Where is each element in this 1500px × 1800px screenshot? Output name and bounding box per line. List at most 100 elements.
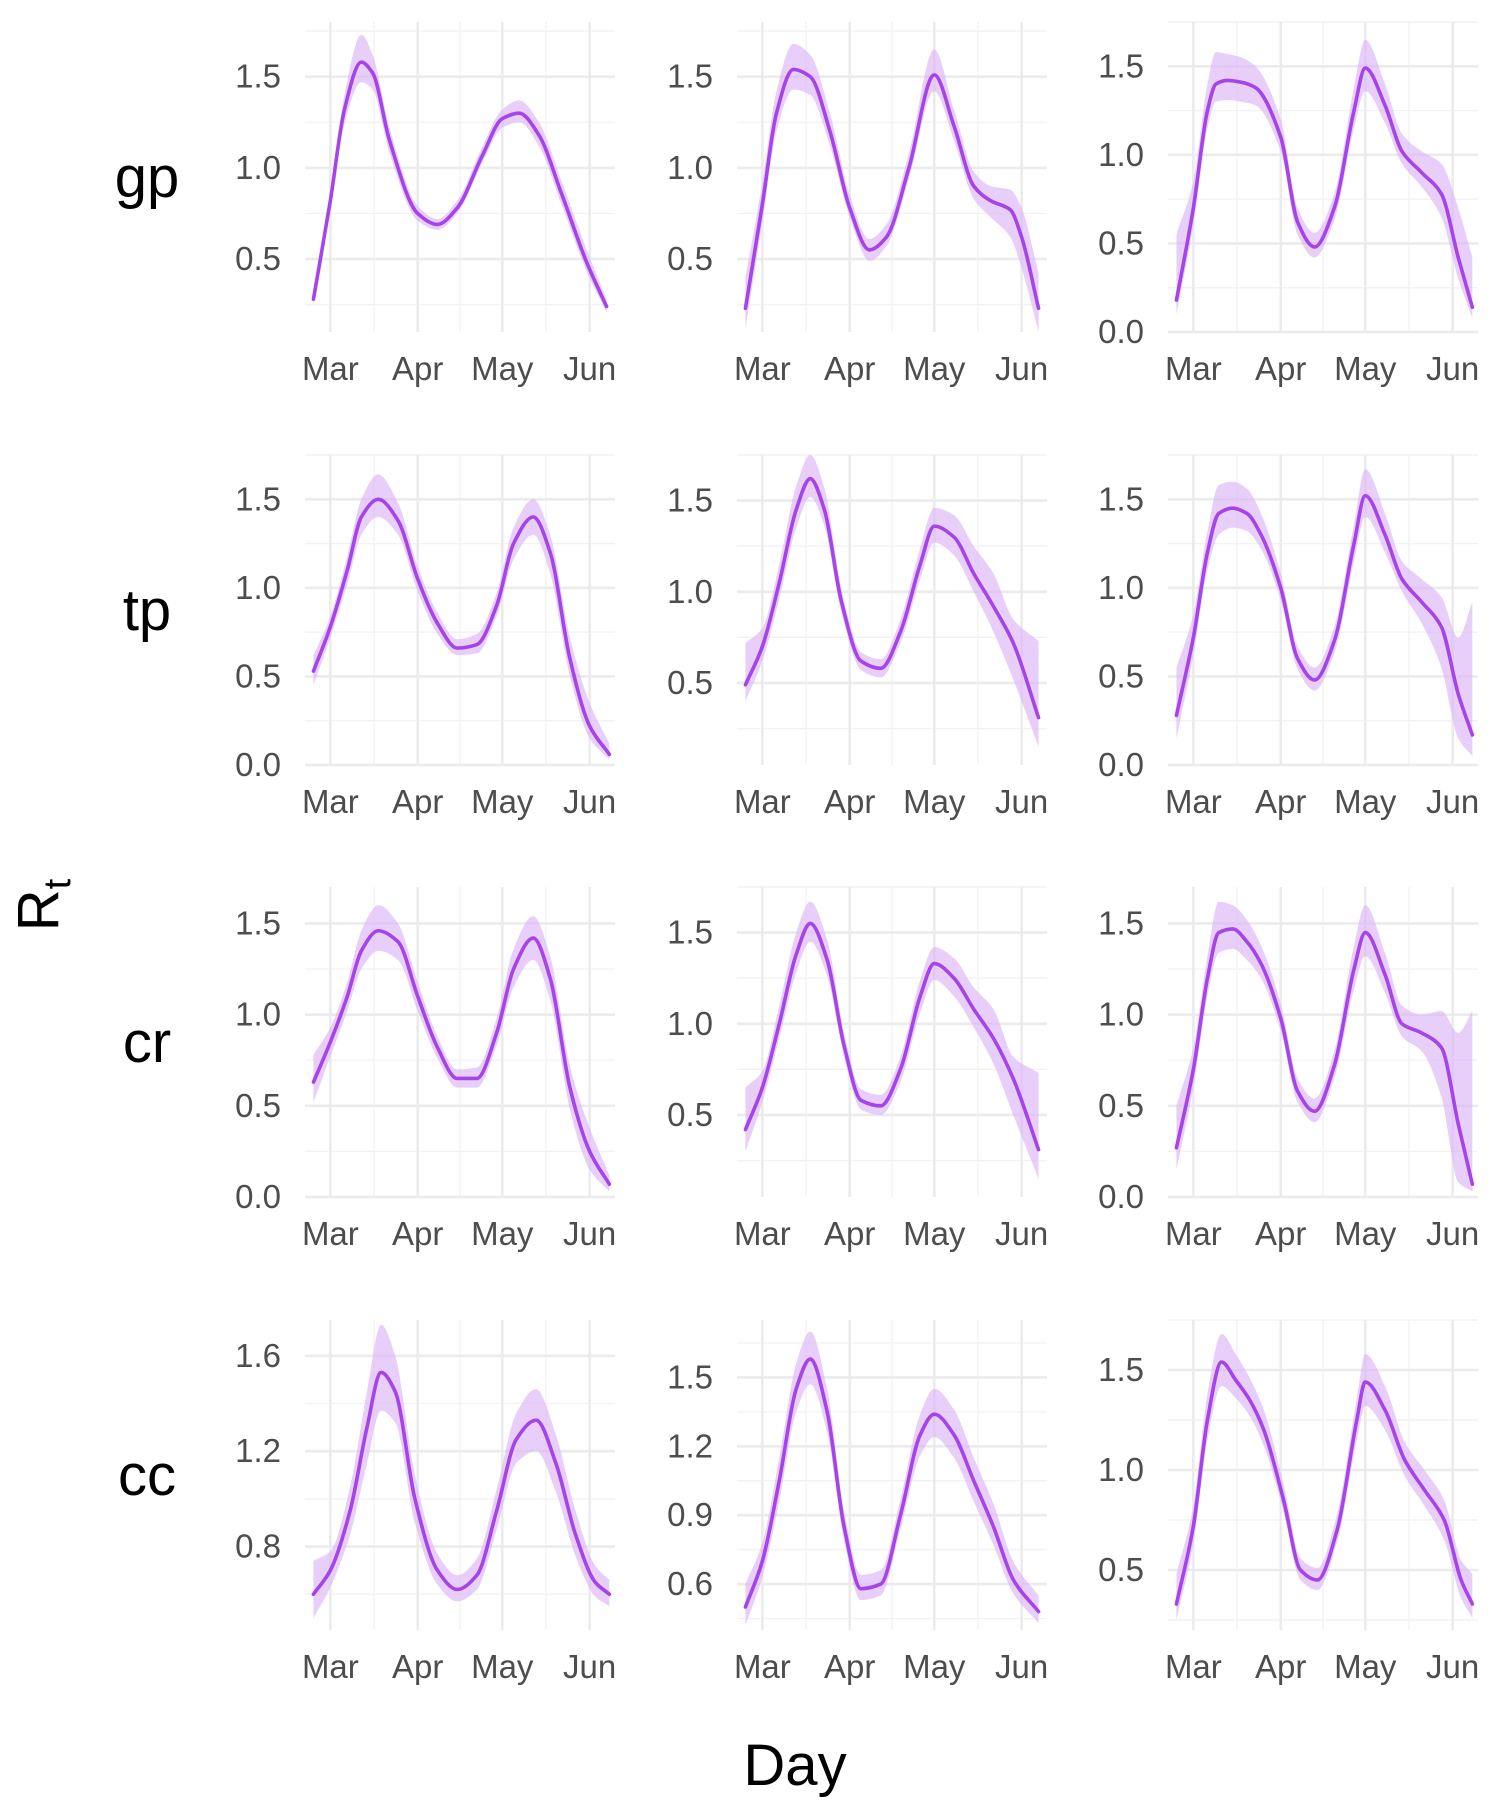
y-tick-label: 1.2 xyxy=(235,1432,281,1469)
credible-band xyxy=(313,474,610,760)
y-tick-label: 1.5 xyxy=(1098,47,1144,84)
y-tick-label: 1.0 xyxy=(1098,996,1144,1033)
y-tick-label: 1.0 xyxy=(1098,569,1144,606)
panel-gp-3: 0.0 0.5 1.0 1.5 Mar Apr May Jun xyxy=(1098,21,1479,387)
panel-cc-2: 0.6 0.9 1.2 1.5 Mar Apr May Jun xyxy=(667,1320,1048,1685)
y-tick-label: 1.5 xyxy=(235,904,281,941)
y-tick-label: 1.5 xyxy=(1098,480,1144,517)
y-tick-label: 0.5 xyxy=(1098,657,1144,694)
panel-tp-1: 0.0 0.5 1.0 1.5 Mar Apr May Jun xyxy=(235,454,616,820)
x-tick-label: Mar xyxy=(1165,783,1222,820)
x-tick-label: May xyxy=(903,350,966,387)
rt-series-line xyxy=(311,1370,612,1597)
x-tick-label: Jun xyxy=(995,1215,1048,1252)
x-tick-label: Apr xyxy=(1255,783,1306,820)
panel-cc-3: 0.5 1.0 1.5 Mar Apr May Jun xyxy=(1098,1319,1479,1685)
y-tick-label: 1.5 xyxy=(1098,904,1144,941)
y-tick-label: 0.5 xyxy=(667,240,713,277)
x-tick-label: Jun xyxy=(995,1648,1048,1685)
x-tick-label: Apr xyxy=(1255,350,1306,387)
x-tick-label: Jun xyxy=(995,783,1048,820)
y-tick-label: 1.0 xyxy=(1098,136,1144,173)
x-tick-label: Apr xyxy=(1255,1648,1306,1685)
panel-cr-1: 0.0 0.5 1.0 1.5 Mar Apr May Jun xyxy=(235,887,616,1252)
y-tick-label: 0.5 xyxy=(235,657,281,694)
x-tick-label: May xyxy=(471,1215,534,1252)
y-tick-label: 0.5 xyxy=(235,240,281,277)
rt-series-line xyxy=(743,921,1041,1152)
x-tick-label: Apr xyxy=(824,783,875,820)
x-tick-label: Apr xyxy=(824,1648,875,1685)
panel-gp-1: 0.5 1.0 1.5 Mar Apr May Jun xyxy=(235,22,616,387)
y-tick-label: 0.6 xyxy=(667,1565,713,1602)
y-axis-title-main: R xyxy=(6,889,71,931)
credible-band xyxy=(313,1324,610,1619)
y-tick-label: 0.5 xyxy=(1098,224,1144,261)
panel-cr-3: 0.0 0.5 1.0 1.5 Mar Apr May Jun xyxy=(1098,887,1479,1252)
x-tick-label: Apr xyxy=(824,350,875,387)
rt-series-line xyxy=(1174,1360,1475,1606)
y-tick-label: 1.0 xyxy=(667,573,713,610)
y-tick-label: 0.5 xyxy=(1098,1551,1144,1588)
credible-band xyxy=(745,43,1039,332)
x-tick-label: Mar xyxy=(734,783,791,820)
x-tick-label: May xyxy=(903,1215,966,1252)
y-tick-label: 0.5 xyxy=(235,1087,281,1124)
x-tick-label: May xyxy=(1334,350,1397,387)
x-tick-label: Jun xyxy=(563,783,616,820)
y-tick-label: 1.5 xyxy=(667,1358,713,1395)
rt-series-line xyxy=(743,1357,1041,1614)
rt-series-line xyxy=(743,476,1041,720)
y-tick-label: 1.0 xyxy=(667,1005,713,1042)
rt-series-line xyxy=(1174,927,1475,1187)
x-tick-label: Jun xyxy=(1426,350,1479,387)
x-tick-label: May xyxy=(1334,783,1397,820)
y-tick-label: 1.0 xyxy=(235,569,281,606)
x-tick-label: Jun xyxy=(995,350,1048,387)
x-tick-label: Mar xyxy=(1165,350,1222,387)
row-label-tp: tp xyxy=(123,578,171,643)
y-tick-label: 0.0 xyxy=(235,1178,281,1215)
x-tick-label: Mar xyxy=(302,1215,359,1252)
x-tick-label: Apr xyxy=(1255,1215,1306,1252)
x-tick-label: May xyxy=(903,1648,966,1685)
row-label-gp: gp xyxy=(115,145,180,210)
x-tick-label: May xyxy=(1334,1215,1397,1252)
y-tick-label: 0.0 xyxy=(1098,313,1144,350)
rt-series-line xyxy=(311,497,612,757)
y-tick-label: 1.0 xyxy=(1098,1451,1144,1488)
x-tick-label: Mar xyxy=(302,1648,359,1685)
y-tick-label: 0.0 xyxy=(1098,746,1144,783)
x-axis-title: Day xyxy=(743,1733,846,1798)
rt-series-line xyxy=(1174,493,1475,737)
y-tick-label: 0.0 xyxy=(1098,1178,1144,1215)
y-tick-label: 1.5 xyxy=(667,58,713,95)
x-tick-label: Jun xyxy=(563,1215,616,1252)
credible-band xyxy=(313,905,610,1192)
y-tick-label: 0.9 xyxy=(667,1496,713,1533)
svg-text:Rt: Rt xyxy=(6,878,79,931)
rt-series-line xyxy=(743,67,1041,311)
x-tick-label: May xyxy=(903,783,966,820)
y-tick-label: 1.6 xyxy=(235,1337,281,1374)
x-tick-label: Jun xyxy=(1426,1215,1479,1252)
y-axis-title: Rt xyxy=(6,878,79,931)
row-label-cr: cr xyxy=(123,1010,171,1075)
x-tick-label: Mar xyxy=(1165,1215,1222,1252)
x-tick-label: May xyxy=(471,350,534,387)
y-tick-label: 1.5 xyxy=(1098,1351,1144,1388)
y-tick-label: 1.5 xyxy=(667,914,713,951)
x-tick-label: Apr xyxy=(392,1215,443,1252)
x-tick-label: Mar xyxy=(734,1215,791,1252)
y-tick-label: 1.5 xyxy=(235,480,281,517)
rt-series-line xyxy=(311,928,612,1187)
credible-band xyxy=(1176,1334,1473,1620)
x-tick-label: Jun xyxy=(563,1648,616,1685)
panel-tp-2: 0.5 1.0 1.5 Mar Apr May Jun xyxy=(667,454,1048,820)
y-tick-label: 0.5 xyxy=(667,664,713,701)
credible-band xyxy=(745,1331,1039,1626)
x-tick-label: Jun xyxy=(563,350,616,387)
credible-band xyxy=(745,455,1039,747)
row-labels: gp tp cr cc xyxy=(115,145,180,1508)
